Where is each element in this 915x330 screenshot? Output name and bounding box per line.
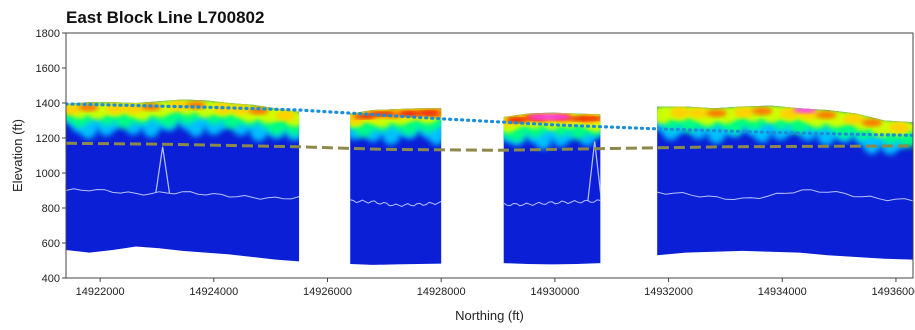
anomaly-blob (399, 111, 420, 117)
section-panel-3 (503, 112, 601, 265)
plot-frame (65, 32, 914, 279)
axes: 400 600 800 1000 1200 1400 1600 1800 14922000 149… (10, 28, 915, 323)
x-tick-label: 14932000 (644, 286, 693, 298)
anomaly-blob (752, 107, 773, 116)
anomaly-blob (733, 106, 755, 118)
section-panel-1 (66, 99, 300, 262)
section-fill (503, 112, 601, 265)
section-panel-2 (350, 108, 442, 265)
anomaly-blob (275, 109, 296, 122)
x-tick-label: 14928000 (417, 286, 466, 298)
section-panel-4 (657, 105, 913, 260)
anomaly-blob (417, 111, 438, 116)
anomaly-blob (669, 106, 691, 119)
data-panels (66, 99, 913, 265)
section-anomaly-layer (503, 112, 601, 207)
white-trace-line (350, 199, 442, 208)
y-tick-label: 1800 (36, 28, 60, 40)
anomaly-hotspot (792, 107, 817, 113)
anomaly-blob (889, 121, 910, 134)
white-trace-line (503, 199, 601, 207)
white-trace-spike (587, 141, 601, 202)
anomaly-blob (507, 118, 527, 123)
olive-dashed-line (66, 141, 913, 152)
section-fill (350, 108, 442, 265)
anomaly-blob (688, 107, 709, 119)
anomaly-blob (843, 113, 864, 125)
white-trace-spike (155, 146, 171, 194)
x-tick-label: 14930000 (530, 286, 579, 298)
section-fill (657, 105, 913, 260)
y-tick-label: 1000 (36, 168, 60, 180)
section-anomaly-layer (657, 105, 913, 202)
section-anomaly-layer (66, 99, 300, 200)
y-axis-label: Elevation (ft) (10, 119, 25, 192)
anomaly-blob (568, 116, 589, 121)
anomaly-blob (815, 111, 837, 119)
y-tick-label: 1600 (36, 63, 60, 75)
overlay-lines (66, 102, 913, 152)
section-fill (66, 99, 300, 262)
anomaly-blob (706, 109, 727, 118)
anomaly-blob (861, 118, 883, 127)
y-tick-label: 600 (42, 238, 60, 250)
anomaly-blob (66, 103, 81, 116)
anomaly-blob (353, 114, 375, 119)
x-axis-label: Northing (ft) (455, 308, 524, 323)
y-tick-label: 1400 (36, 98, 60, 110)
anomaly-blob (586, 116, 601, 121)
x-tick-label: 14924000 (189, 286, 238, 298)
white-trace-line (657, 189, 913, 202)
chart-title: East Block Line L700802 (66, 8, 265, 27)
x-tick-label: 14926000 (303, 286, 352, 298)
anomaly-blob (168, 99, 189, 112)
x-tick-label: 14936000 (871, 286, 915, 298)
y-tick-label: 800 (42, 203, 60, 215)
x-tick-label: 14934000 (758, 286, 807, 298)
x-tick-label: 14922000 (76, 286, 125, 298)
anomaly-hotspot (527, 114, 572, 120)
white-trace-line (66, 188, 300, 200)
blue-dotted-line (66, 102, 913, 137)
y-tick-label: 400 (42, 273, 60, 285)
y-tick-label: 1200 (36, 133, 60, 145)
